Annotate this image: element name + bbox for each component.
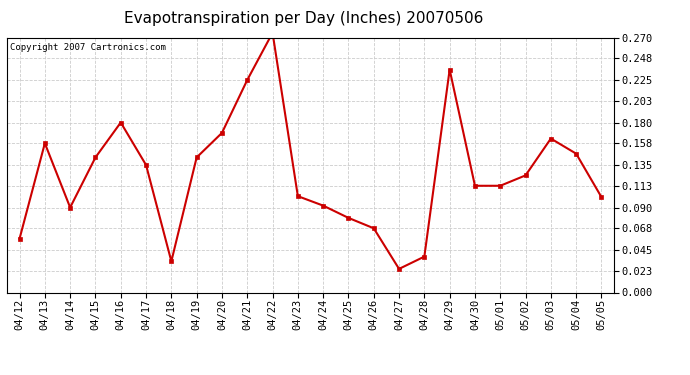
Text: Evapotranspiration per Day (Inches) 20070506: Evapotranspiration per Day (Inches) 2007… bbox=[124, 11, 483, 26]
Text: Copyright 2007 Cartronics.com: Copyright 2007 Cartronics.com bbox=[10, 43, 166, 52]
